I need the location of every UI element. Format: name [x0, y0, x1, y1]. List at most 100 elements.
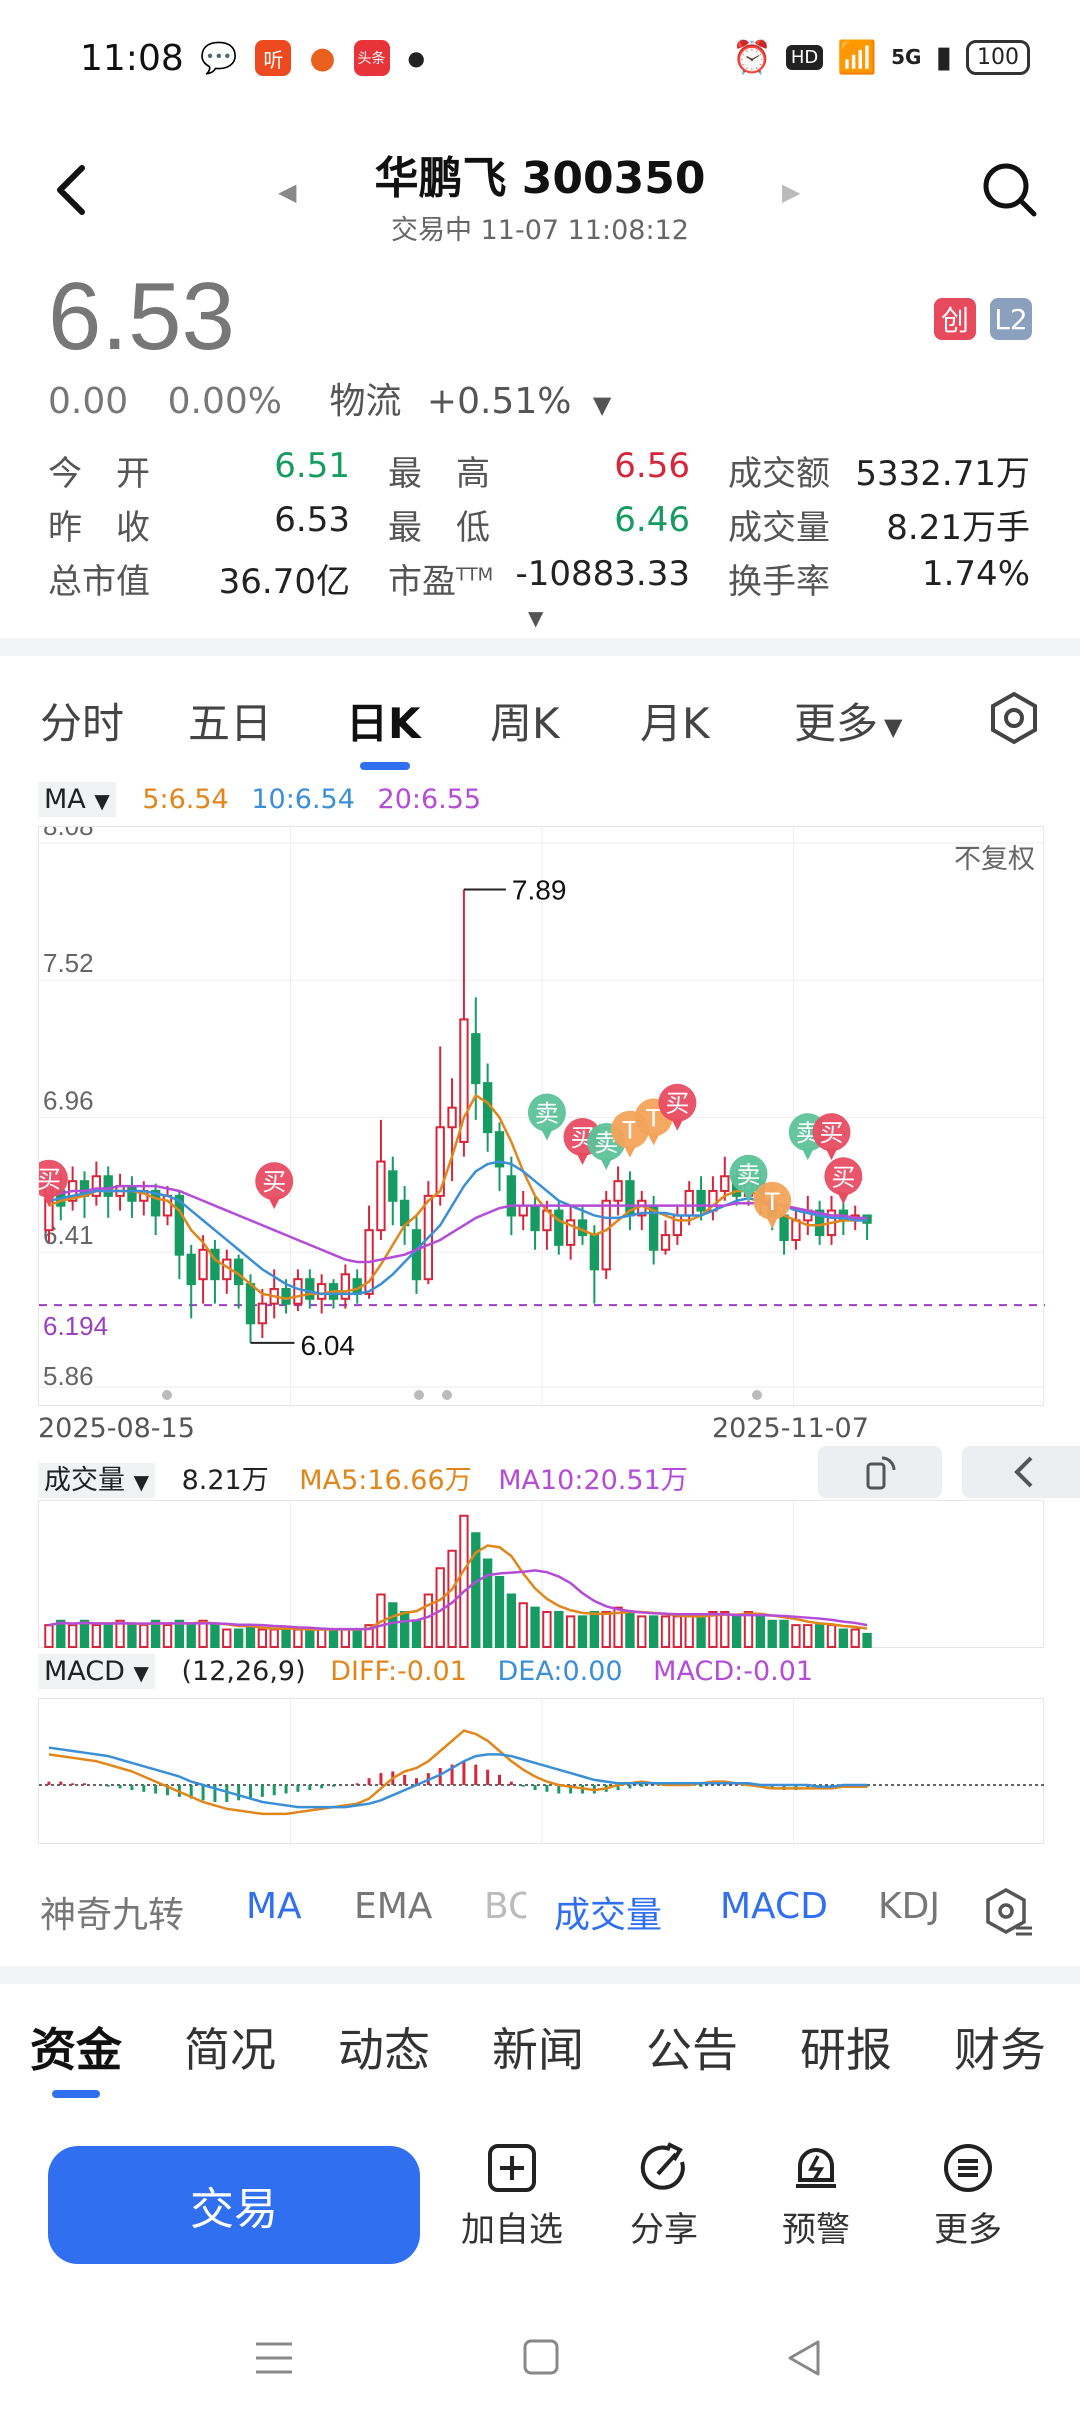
menu-nav-icon[interactable] [254, 2340, 294, 2376]
trade-button[interactable]: 交易 [48, 2146, 420, 2264]
indicator-macd[interactable]: MACD [720, 1886, 828, 1927]
tab-research[interactable]: 研报 [800, 2023, 892, 2077]
kline-chart[interactable]: 8.087.526.966.415.866.1947.896.04买买卖买卖TT… [29, 811, 1045, 1407]
indicator-ma[interactable]: MA [246, 1886, 302, 1927]
candle [293, 1278, 303, 1305]
adjust-mode-label[interactable]: 不复权 [954, 844, 1035, 875]
signal-pointer [268, 1197, 281, 1210]
macd-chevron-icon: ▼ [133, 1661, 149, 1685]
signal-label-t: T [622, 1117, 638, 1145]
sector-pct[interactable]: +0.51% [426, 381, 572, 422]
back-icon[interactable] [50, 160, 90, 234]
quote-label-0-0: 今 开 [48, 454, 150, 494]
tab-news[interactable]: 新闻 [492, 2023, 584, 2077]
macd-params: (12,26,9) [181, 1656, 306, 1687]
volume-bar [210, 1624, 220, 1648]
home-nav-icon[interactable] [522, 2338, 560, 2376]
indicator-kdj[interactable]: KDJ [878, 1886, 940, 1927]
indicator-magic-nine[interactable]: 神奇九转 [40, 1895, 185, 1936]
candle [174, 1194, 185, 1256]
back-nav-icon[interactable] [786, 2338, 822, 2378]
ma-selector-label: MA [44, 784, 86, 815]
section-tab-indicator [52, 2090, 100, 2098]
indicator-ema[interactable]: EMA [354, 1886, 433, 1927]
chart-settings-icon[interactable] [986, 690, 1042, 750]
candle [506, 1175, 517, 1217]
volume-bar [293, 1628, 303, 1648]
section-tabs: 资金 简况 动态 新闻 公告 研报 财务 [0, 2000, 1080, 2110]
share-button[interactable]: 分享 [604, 2140, 724, 2251]
tab-capital[interactable]: 资金 [30, 2023, 122, 2077]
volume-bar [542, 1611, 552, 1648]
macd-legend: MACD ▼ (12,26,9) DIFF:-0.01 DEA:0.00 MAC… [38, 1654, 813, 1689]
prev-stock-icon[interactable]: ◀ [278, 178, 297, 206]
volume-chevron-icon: ▼ [133, 1470, 149, 1494]
volume-value: 8.21万 [181, 1465, 269, 1496]
volume-bar [838, 1628, 849, 1648]
ma-chevron-icon: ▼ [94, 789, 110, 813]
indicator-boll[interactable]: BOLL [484, 1886, 526, 1927]
x-label-start: 2025-08-15 [38, 1413, 195, 1444]
candle [340, 1273, 351, 1300]
quote-value-0-0: 6.51 [274, 446, 350, 486]
sector-dropdown-icon[interactable]: ▼ [592, 391, 612, 419]
tab-weekly-k[interactable]: 周K [490, 699, 560, 748]
tab-daily-k[interactable]: 日K [346, 699, 421, 748]
alert-button[interactable]: 预警 [756, 2140, 876, 2251]
section-divider [0, 638, 1080, 656]
sector-label[interactable]: 物流 [329, 381, 402, 422]
level2-badge[interactable]: L2 [990, 298, 1032, 340]
more-label: 更多 [934, 2210, 1002, 2250]
ma-selector[interactable]: MA ▼ [38, 782, 116, 817]
volume-bar [471, 1532, 481, 1648]
volume-legend: 成交量 ▼ 8.21万 MA5:16.66万 MA10:20.51万 [38, 1458, 688, 1498]
indicator-settings-icon[interactable] [982, 1886, 1034, 1942]
expand-quote-icon[interactable]: ▼ [528, 606, 544, 630]
candle [589, 1234, 600, 1271]
share-label: 分享 [630, 2210, 698, 2250]
more-button[interactable]: 更多 [908, 2140, 1028, 2251]
signal-pointer [600, 1157, 613, 1170]
volume-bar [340, 1628, 351, 1648]
signal-label-buy: 买 [831, 1163, 855, 1191]
tab-updates[interactable]: 动态 [338, 2023, 430, 2077]
macd-svg [39, 1699, 1045, 1845]
kline-svg[interactable]: 8.087.526.966.415.866.1947.896.04买买卖买卖TT… [29, 811, 1045, 1407]
candle [554, 1209, 564, 1246]
tab-monthly-k[interactable]: 月K [640, 699, 710, 748]
next-stock-icon[interactable]: ▶ [782, 178, 801, 206]
indicator-volume[interactable]: 成交量 [554, 1895, 663, 1936]
macd-chart[interactable] [38, 1698, 1045, 1845]
ma5-value: 5:6.54 [142, 784, 229, 815]
change-abs: 0.00 [48, 381, 129, 422]
volume-bar [388, 1602, 398, 1648]
volume-bar [316, 1628, 327, 1648]
rotate-screen-button[interactable] [818, 1446, 942, 1498]
volume-bar [518, 1602, 528, 1648]
volume-bar [589, 1611, 600, 1648]
signal-label-buy: 买 [665, 1090, 689, 1118]
tab-financials[interactable]: 财务 [954, 2023, 1046, 2077]
tab-announcements[interactable]: 公告 [646, 2023, 738, 2077]
quote-value-2-2: 1.74% [921, 554, 1030, 594]
volume-selector[interactable]: 成交量 ▼ [38, 1463, 155, 1498]
tab-intraday[interactable]: 分时 [40, 699, 125, 748]
ma20-value: 20:6.55 [377, 784, 482, 815]
signal-label-sell: 卖 [535, 1100, 559, 1128]
search-icon[interactable] [980, 160, 1040, 220]
volume-bar [222, 1628, 232, 1648]
add-watchlist-button[interactable]: 加自选 [452, 2140, 572, 2251]
candle [150, 1189, 161, 1217]
macd-selector[interactable]: MACD ▼ [38, 1654, 155, 1689]
volume-bar [637, 1615, 647, 1648]
tab-more[interactable]: 更多 ▼ [794, 690, 902, 751]
tab-five-day[interactable]: 五日 [188, 699, 273, 748]
volume-chart[interactable] [38, 1500, 1044, 1649]
tab-overview[interactable]: 简况 [184, 2023, 276, 2077]
pager-dot [162, 1390, 172, 1400]
volume-bar [459, 1514, 469, 1648]
collapse-panel-button[interactable] [962, 1446, 1080, 1498]
macd-dea: DEA:0.00 [497, 1656, 623, 1687]
low-marker-label: 6.04 [301, 1330, 356, 1361]
candle [435, 1126, 445, 1197]
